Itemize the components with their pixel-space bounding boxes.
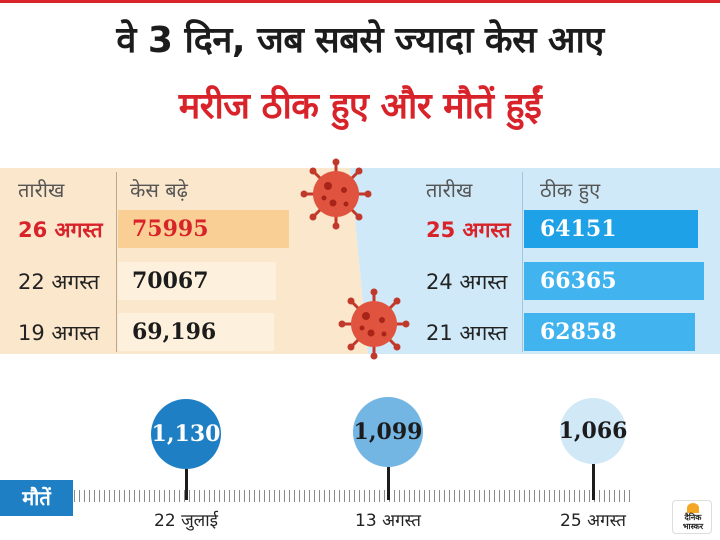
virus-icon bbox=[300, 158, 372, 230]
deaths-date-label: 22 जुलाई bbox=[154, 511, 218, 531]
recovered-bar-value: 64151 bbox=[540, 216, 617, 242]
cases-value-header: केस बढ़े bbox=[130, 178, 188, 202]
cases-column-divider bbox=[116, 172, 117, 352]
deaths-date-label: 25 अगस्त bbox=[560, 511, 626, 531]
deaths-date-label: 13 अगस्त bbox=[355, 511, 421, 531]
recovered-row-date: 25 अगस्त bbox=[426, 218, 511, 242]
cases-bar bbox=[118, 262, 276, 300]
headline-line-2: मरीज ठीक हुए और मौतें हुईं bbox=[178, 86, 542, 127]
cases-bar-value: 70067 bbox=[132, 268, 209, 294]
virus-icon bbox=[338, 288, 410, 360]
recovered-bar-value: 66365 bbox=[540, 268, 617, 294]
recovered-value-header: ठीक हुए bbox=[540, 178, 601, 202]
deaths-bubble: 1,099 bbox=[353, 397, 423, 467]
cases-bar-value: 75995 bbox=[132, 216, 209, 242]
recovered-row-date: 21 अगस्त bbox=[426, 321, 508, 345]
cases-row-date: 26 अगस्त bbox=[18, 218, 103, 242]
recovered-row-date: 24 अगस्त bbox=[426, 270, 508, 294]
cases-bar-value: 69,196 bbox=[132, 319, 217, 345]
deaths-bubble: 1,130 bbox=[151, 399, 221, 469]
cases-date-header: तारीख bbox=[18, 178, 65, 202]
deaths-stem bbox=[185, 469, 188, 500]
cases-bar bbox=[118, 210, 289, 248]
deaths-stem bbox=[592, 464, 595, 500]
recovered-date-header: तारीख bbox=[426, 178, 473, 202]
recovered-bar bbox=[524, 313, 695, 351]
logo-text: दैनिक भास्कर bbox=[682, 513, 704, 531]
cases-row-date: 19 अगस्त bbox=[18, 321, 100, 345]
sun-icon bbox=[687, 503, 699, 513]
dainik-bhaskar-logo: दैनिक भास्कर bbox=[672, 500, 712, 534]
recovered-bar-value: 62858 bbox=[540, 319, 617, 345]
cases-bar bbox=[118, 313, 274, 351]
recovered-column-divider bbox=[522, 172, 523, 352]
cases-row-date: 22 अगस्त bbox=[18, 270, 100, 294]
deaths-stem bbox=[387, 467, 390, 500]
top-rule bbox=[0, 0, 720, 3]
recovered-bar bbox=[524, 210, 698, 248]
deaths-bubble: 1,066 bbox=[559, 398, 627, 464]
headline-line-1: वे 3 दिन, जब सबसे ज्यादा केस आए bbox=[116, 20, 604, 61]
deaths-axis-label: मौतें bbox=[0, 480, 73, 516]
deaths-timeline-axis bbox=[74, 490, 630, 502]
recovered-bar bbox=[524, 262, 704, 300]
